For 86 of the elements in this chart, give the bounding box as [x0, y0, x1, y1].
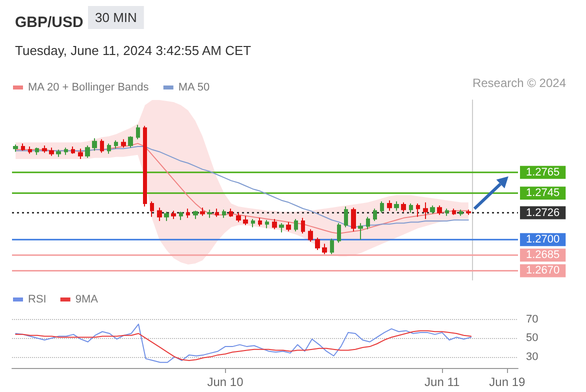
candlestick [466, 209, 471, 216]
candlestick [186, 208, 190, 218]
candlestick [394, 200, 399, 212]
candlestick [315, 237, 320, 250]
y-tick-label: 1.2700 [526, 234, 560, 246]
legend-label: MA 50 [178, 82, 210, 94]
candlestick [279, 222, 284, 233]
candlestick [409, 202, 413, 214]
y-tick-label: 1.2670 [526, 264, 560, 277]
y-tick-label: 1.2726 [526, 206, 560, 219]
candlestick [229, 208, 233, 218]
candlestick [337, 222, 341, 244]
legend-label: MA 20 + Bollinger Bands [28, 82, 150, 94]
candlestick [71, 146, 75, 154]
candlestick [56, 149, 61, 158]
candlestick [13, 144, 18, 152]
candlestick [215, 208, 219, 218]
candlestick [21, 142, 25, 152]
candlestick [157, 207, 162, 222]
candlestick [445, 208, 449, 216]
y-tick-label: 50 [526, 332, 538, 344]
candlestick [366, 216, 370, 230]
candlestick [85, 145, 90, 158]
candlestick [78, 148, 83, 160]
candlestick [351, 207, 356, 232]
text: Research © 2024 [472, 76, 566, 90]
candlestick [401, 202, 406, 212]
candlestick [92, 138, 97, 152]
line-series [15, 324, 472, 363]
y-tick-label: 30 [526, 350, 538, 363]
y-tick-label: 1.2685 [526, 249, 560, 262]
x-tick-label: Jun 11 [424, 375, 460, 389]
y-tick-label: 70 [526, 314, 538, 326]
candlestick [114, 140, 118, 150]
y-tick-label: 1.2765 [526, 166, 560, 178]
candlestick [100, 138, 104, 154]
candlestick [251, 218, 255, 228]
y-tick-label: 1.2745 [526, 187, 560, 200]
candlestick [452, 208, 456, 216]
candlestick [286, 222, 291, 232]
chart-title: GBP/USD [15, 14, 84, 31]
candlestick [380, 200, 384, 214]
candlestick [358, 222, 363, 240]
candlestick [193, 210, 198, 220]
candlestick [272, 218, 277, 230]
candlestick [387, 200, 392, 212]
candlestick [64, 147, 68, 156]
candlestick [430, 205, 435, 214]
candlestick [143, 125, 147, 208]
candlestick [49, 147, 54, 156]
candlestick [344, 206, 348, 228]
candlestick [301, 217, 305, 234]
candlestick [236, 212, 241, 223]
x-tick-label: Jun 10 [207, 375, 244, 389]
candlestick [373, 208, 377, 222]
candlestick [265, 220, 269, 229]
candlestick [416, 202, 420, 218]
line-series [15, 330, 472, 362]
candlestick [107, 142, 111, 154]
candlestick [294, 218, 298, 232]
candlestick [164, 211, 169, 222]
candlestick [423, 202, 428, 220]
candlestick [222, 209, 226, 218]
candlestick [330, 238, 334, 255]
candlestick [171, 210, 176, 220]
legend-label: 9MA [75, 294, 99, 306]
chart-subtitle: Tuesday, June 11, 2024 3:42:55 AM CET [15, 43, 252, 58]
candlestick [42, 145, 47, 154]
candlestick [459, 209, 463, 216]
candlestick [437, 205, 442, 216]
candlestick [28, 146, 32, 154]
candlestick [258, 217, 262, 227]
candlestick [121, 138, 126, 148]
candlestick [128, 136, 133, 148]
candlestick [207, 209, 212, 218]
candlestick [243, 215, 248, 226]
candlestick [150, 200, 154, 218]
legend-label: RSI [28, 294, 46, 306]
text: 30 MIN [95, 10, 137, 25]
candlestick [308, 228, 313, 242]
candlestick [136, 124, 140, 140]
x-tick-label: Jun 19 [489, 375, 526, 389]
candlestick [200, 207, 205, 216]
candlestick [35, 147, 39, 156]
candlestick [179, 211, 183, 220]
candlestick [322, 243, 327, 255]
